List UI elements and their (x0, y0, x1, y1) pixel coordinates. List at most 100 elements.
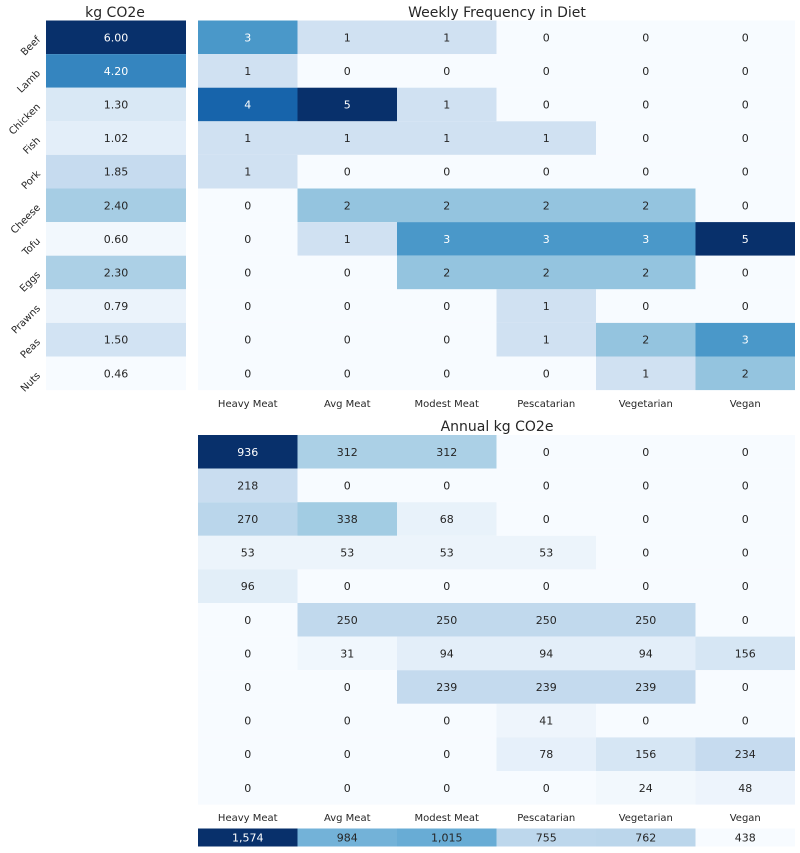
weekly-cell-label: 2 (543, 267, 550, 280)
annual-cell-label: 250 (536, 614, 557, 627)
annual-cell (695, 737, 795, 771)
kg-co2e-title: kg CO2e (85, 5, 145, 21)
weekly-cell (397, 121, 497, 155)
annual-cell-label: 0 (344, 681, 351, 694)
annual-cell (397, 670, 497, 704)
weekly-cell-label: 0 (642, 300, 649, 313)
annual-cell-label: 239 (436, 681, 457, 694)
annual-cell (496, 435, 596, 469)
annual-cell-label: 250 (436, 614, 457, 627)
weekly-cell-label: 0 (742, 65, 749, 78)
annual-cell-label: 94 (539, 647, 553, 660)
food-label: Tofu (20, 236, 43, 259)
emission-cell (46, 255, 186, 290)
annual-cell-label: 0 (742, 446, 749, 459)
weekly-cell (695, 322, 795, 357)
annual-cell-label: 0 (443, 479, 450, 492)
emission-cell-label: 2.40 (104, 199, 129, 212)
emission-cell-label: 0.60 (104, 233, 129, 246)
weekly-cell (198, 322, 298, 357)
weekly-cell (496, 356, 596, 391)
annual-cell-label: 0 (642, 547, 649, 560)
weekly-cell (695, 289, 795, 323)
weekly-cell-label: 0 (642, 31, 649, 44)
weekly-cell-label: 3 (742, 334, 749, 347)
emission-cell (46, 289, 186, 323)
weekly-cell-label: 1 (443, 99, 450, 112)
annual-cell-label: 0 (742, 547, 749, 560)
weekly-cell-label: 0 (244, 300, 251, 313)
weekly-cell (596, 322, 696, 357)
weekly-cell (695, 222, 795, 256)
weekly-cell-label: 2 (443, 267, 450, 280)
emission-cell-label: 1.02 (104, 132, 129, 145)
annual-cell (496, 703, 596, 738)
weekly-cell-label: 1 (344, 132, 351, 145)
annual-cell (695, 535, 795, 570)
annual-cell (695, 603, 795, 637)
weekly-cell-label: 3 (543, 233, 550, 246)
weekly-cell (198, 121, 298, 155)
annual-cell-label: 0 (244, 681, 251, 694)
weekly-cell (397, 289, 497, 323)
annual-cell-label: 250 (337, 614, 358, 627)
annual-cell (695, 670, 795, 704)
emission-heatmap: 6.00 4.20 1.30 1.02 1.85 2.40 0.60 2.30 0.79 1.50… (46, 20, 186, 391)
total-cell (496, 828, 596, 847)
weekly-cell (496, 222, 596, 256)
annual-cell (397, 468, 497, 503)
emission-cell (46, 154, 186, 189)
annual-cell-label: 24 (639, 782, 653, 795)
weekly-cell (496, 87, 596, 122)
weekly-cell (297, 121, 397, 155)
weekly-cell (397, 222, 497, 256)
weekly-cell-label: 0 (244, 233, 251, 246)
annual-cell-label: 0 (344, 580, 351, 593)
annual-cell (695, 703, 795, 738)
annual-cell-label: 0 (543, 446, 550, 459)
annual-cell (297, 603, 397, 637)
food-label: Lamb (16, 68, 43, 95)
annual-cell-label: 48 (738, 782, 752, 795)
annual-cell-label: 0 (244, 647, 251, 660)
weekly-cell (596, 20, 696, 55)
annual-cell (297, 468, 397, 503)
annual-diet-tick-label: Avg Meat (324, 813, 371, 824)
annual-cell (297, 771, 397, 805)
annual-cell (297, 636, 397, 671)
weekly-cell-label: 3 (642, 233, 649, 246)
annual-cell-label: 0 (443, 748, 450, 761)
annual-cell (198, 737, 298, 771)
annual-diet-tick-label: Vegan (730, 813, 761, 824)
annual-cell (496, 535, 596, 570)
emission-cell-label: 0.79 (104, 300, 129, 313)
annual-cell-label: 0 (642, 479, 649, 492)
weekly-cell-label: 1 (543, 132, 550, 145)
weekly-cell (397, 356, 497, 391)
weekly-cell-label: 0 (443, 65, 450, 78)
food-label: Eggs (18, 270, 43, 295)
weekly-cell-label: 5 (344, 99, 351, 112)
weekly-cell-label: 0 (443, 300, 450, 313)
annual-cell-label: 68 (440, 513, 454, 526)
annual-cell (198, 502, 298, 536)
annual-cell (695, 502, 795, 536)
annual-cell-label: 0 (244, 782, 251, 795)
weekly-cell-label: 1 (344, 233, 351, 246)
annual-cell-label: 0 (642, 715, 649, 728)
annual-diet-tick-label: Pescatarian (517, 813, 575, 824)
total-co2e-heatmap: 1,574 984 1,015 755 762 438 (198, 828, 795, 847)
weekly-cell-label: 2 (344, 199, 351, 212)
emission-cell-label: 1.50 (104, 334, 129, 347)
annual-cell (397, 535, 497, 570)
weekly-cell-label: 1 (543, 334, 550, 347)
weekly-cell-label: 0 (742, 132, 749, 145)
annual-cell-label: 234 (735, 748, 756, 761)
weekly-cell (297, 154, 397, 189)
weekly-frequency-title: Weekly Frequency in Diet (408, 5, 586, 21)
weekly-cell (496, 322, 596, 357)
annual-cell (596, 502, 696, 536)
weekly-cell (496, 154, 596, 189)
annual-cell (596, 670, 696, 704)
annual-cell-label: 0 (344, 748, 351, 761)
